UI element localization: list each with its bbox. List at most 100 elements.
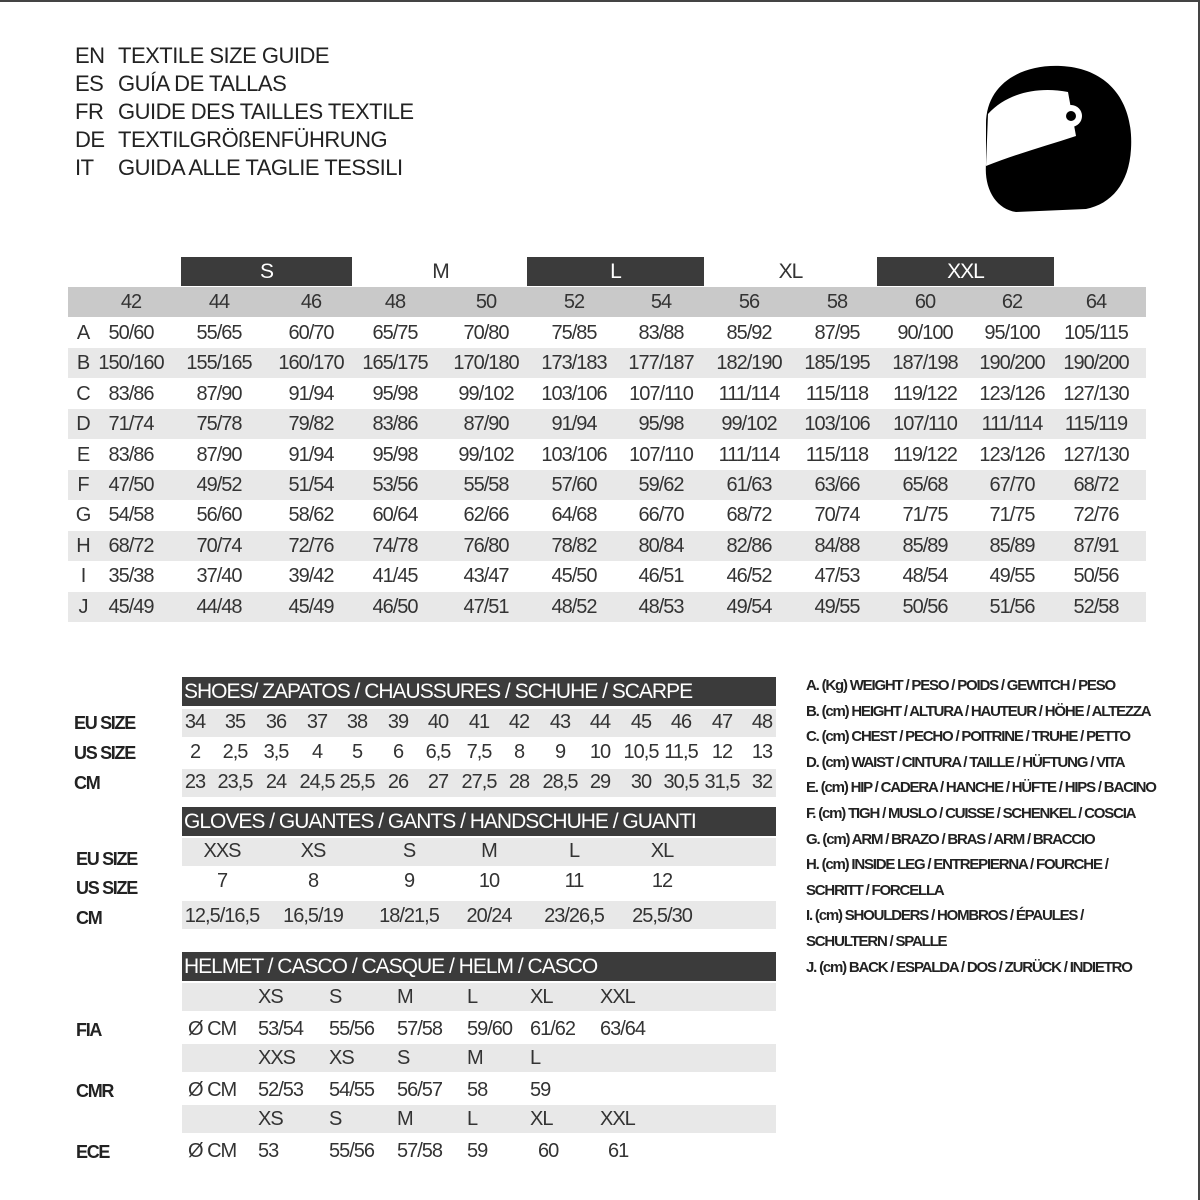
measurement-cell: 47/50 (108, 474, 154, 496)
helmet-unit: Ø CM (188, 1079, 237, 1101)
helmet-size-label: L (467, 986, 478, 1008)
measurement-cell: 60/70 (288, 322, 334, 344)
measurement-cell: 55/65 (196, 322, 242, 344)
glove-size-cell: 18/21,5 (379, 905, 440, 927)
shoe-size-cell: 10,5 (623, 741, 660, 763)
helmet-header (182, 952, 776, 981)
row-label: EU SIZE (76, 849, 138, 869)
measurement-cell: 70/80 (463, 322, 509, 344)
measurement-cell: 91/94 (288, 443, 334, 466)
title-text: GUIDA ALLE TAGLIE TESSILI (118, 155, 403, 180)
shoe-size-cell: 31,5 (704, 771, 741, 793)
size-group-label: L (610, 260, 622, 283)
row-label: CM (74, 773, 101, 793)
size-group-label: S (259, 260, 274, 283)
row-letter: A (76, 322, 90, 344)
size-number: 44 (208, 291, 230, 313)
shoe-size-cell: 27 (427, 771, 449, 793)
measurement-cell: 95/98 (372, 443, 418, 466)
glove-size-cell: 20/24 (466, 905, 512, 927)
size-group-label: XXL (947, 260, 985, 283)
measurement-cell: 72/76 (1073, 504, 1119, 527)
measurement-cell: 46/50 (372, 595, 418, 618)
measurement-cell: 107/110 (629, 443, 694, 466)
measurement-cell: 57/60 (551, 474, 597, 496)
measurement-cell: 58/62 (288, 504, 334, 527)
measurement-cell: 87/91 (1073, 534, 1119, 557)
legend-line: B. (cm) HEIGHT / ALTURA / HAUTEUR / HÖHE… (806, 702, 1152, 720)
row-letter: E (76, 443, 90, 466)
measurement-cell: 75/85 (551, 322, 597, 344)
row-letter: H (76, 534, 90, 557)
row-letter: B (76, 352, 90, 375)
shoe-size-cell: 4 (311, 741, 323, 763)
measurement-cell: 190/200 (1063, 352, 1129, 375)
measurement-cell: 41/45 (372, 565, 418, 588)
row-band (182, 709, 776, 737)
row-band (68, 470, 1146, 500)
glove-size-cell: 11 (564, 870, 585, 892)
measurement-cell: 71/75 (989, 504, 1035, 527)
measurement-cell: 155/165 (186, 352, 252, 375)
glove-size-cell: 10 (478, 870, 500, 892)
measurement-cell: 115/118 (805, 443, 869, 466)
measurement-cell: 80/84 (638, 534, 684, 557)
title-lang-code: EN (75, 43, 105, 68)
measurement-cell: 127/130 (1063, 382, 1129, 405)
measurement-cell: 46/52 (726, 565, 772, 588)
measurement-cell: 87/90 (196, 443, 242, 466)
size-number: 62 (1001, 291, 1023, 313)
title-lang-code: FR (75, 99, 104, 124)
measurement-cell: 105/115 (1064, 322, 1129, 344)
shoe-size-cell: 36 (265, 711, 287, 733)
measurement-cell: 51/54 (288, 474, 334, 496)
measurement-cell: 48/52 (551, 595, 597, 618)
measurement-cell: 90/100 (897, 322, 953, 344)
legend-line: C. (cm) CHEST / PECHO / POITRINE / TRUHE… (806, 728, 1131, 746)
measurement-cell: 150/160 (98, 352, 164, 375)
shoe-size-cell: 46 (670, 711, 692, 733)
measurement-cell: 49/55 (989, 565, 1035, 588)
helmet-unit: Ø CM (188, 1140, 237, 1162)
measurement-cell: 64/68 (551, 504, 597, 527)
shoe-size-cell: 28,5 (542, 771, 579, 793)
shoe-size-cell: 30 (630, 771, 652, 793)
shoe-size-cell: 30,5 (663, 771, 700, 793)
glove-size-cell: XXS (203, 840, 241, 862)
shoe-size-cell: 2,5 (222, 741, 249, 763)
measurement-cell: 51/56 (989, 595, 1035, 618)
row-label: EU SIZE (74, 713, 136, 733)
helmet-circumference: 59 (467, 1140, 488, 1162)
measurement-cell: 79/82 (288, 413, 334, 436)
size-number: 46 (300, 291, 322, 313)
row-label: US SIZE (74, 743, 136, 763)
title-text: TEXTILE SIZE GUIDE (118, 43, 330, 68)
measurement-cell: 56/60 (196, 504, 242, 527)
row-band (68, 591, 1146, 622)
measurement-cell: 95/98 (638, 413, 684, 436)
shoe-size-cell: 27,5 (461, 771, 498, 793)
shoe-size-cell: 24,5 (299, 771, 336, 793)
measurement-cell: 83/88 (638, 322, 684, 344)
row-band (182, 1044, 776, 1072)
measurement-cell: 68/72 (1073, 474, 1119, 496)
shoes-header (182, 677, 776, 706)
measurement-cell: 65/75 (372, 322, 418, 344)
shoe-size-cell: 3,5 (263, 741, 290, 763)
measurement-cell: 87/90 (196, 382, 242, 405)
helmet-circumference: 59/60 (467, 1018, 513, 1040)
gloves-header (182, 807, 776, 836)
size-number: 60 (914, 291, 936, 313)
shoe-size-cell: 32 (751, 771, 773, 793)
measurement-cell: 47/53 (814, 565, 860, 588)
glove-size-cell: S (402, 840, 416, 862)
legend-line: H. (cm) INSIDE LEG / ENTREPIERNA / FOURC… (806, 856, 1109, 874)
helmet-circumference: 53 (258, 1140, 279, 1162)
helmet-circumference: 53/54 (258, 1018, 304, 1040)
helmet-size-label: M (397, 986, 414, 1008)
shoe-size-cell: 9 (554, 741, 566, 763)
shoe-size-cell: 23 (184, 771, 206, 793)
measurement-cell: 103/106 (541, 382, 607, 405)
measurement-cell: 83/86 (372, 413, 418, 436)
